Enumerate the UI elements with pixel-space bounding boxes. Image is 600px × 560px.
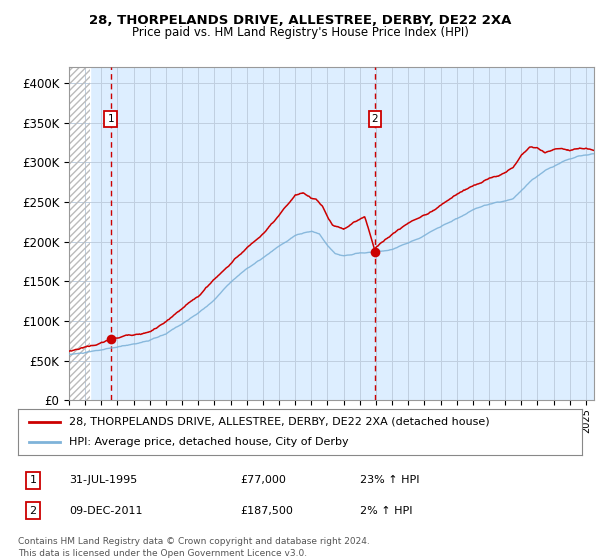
Text: 28, THORPELANDS DRIVE, ALLESTREE, DERBY, DE22 2XA: 28, THORPELANDS DRIVE, ALLESTREE, DERBY,…: [89, 14, 511, 27]
Text: 31-JUL-1995: 31-JUL-1995: [69, 475, 137, 486]
Text: Price paid vs. HM Land Registry's House Price Index (HPI): Price paid vs. HM Land Registry's House …: [131, 26, 469, 39]
Text: 2: 2: [371, 114, 378, 124]
Text: HPI: Average price, detached house, City of Derby: HPI: Average price, detached house, City…: [69, 437, 349, 447]
Text: 2: 2: [29, 506, 37, 516]
Text: Contains HM Land Registry data © Crown copyright and database right 2024.
This d: Contains HM Land Registry data © Crown c…: [18, 537, 370, 558]
Text: 1: 1: [29, 475, 37, 486]
Text: 1: 1: [107, 114, 114, 124]
Text: £187,500: £187,500: [240, 506, 293, 516]
Text: 09-DEC-2011: 09-DEC-2011: [69, 506, 143, 516]
Text: £77,000: £77,000: [240, 475, 286, 486]
Text: 28, THORPELANDS DRIVE, ALLESTREE, DERBY, DE22 2XA (detached house): 28, THORPELANDS DRIVE, ALLESTREE, DERBY,…: [69, 417, 490, 427]
Bar: [69, 67, 90, 400]
Text: 2% ↑ HPI: 2% ↑ HPI: [360, 506, 413, 516]
Text: 23% ↑ HPI: 23% ↑ HPI: [360, 475, 419, 486]
Bar: [69, 67, 90, 400]
